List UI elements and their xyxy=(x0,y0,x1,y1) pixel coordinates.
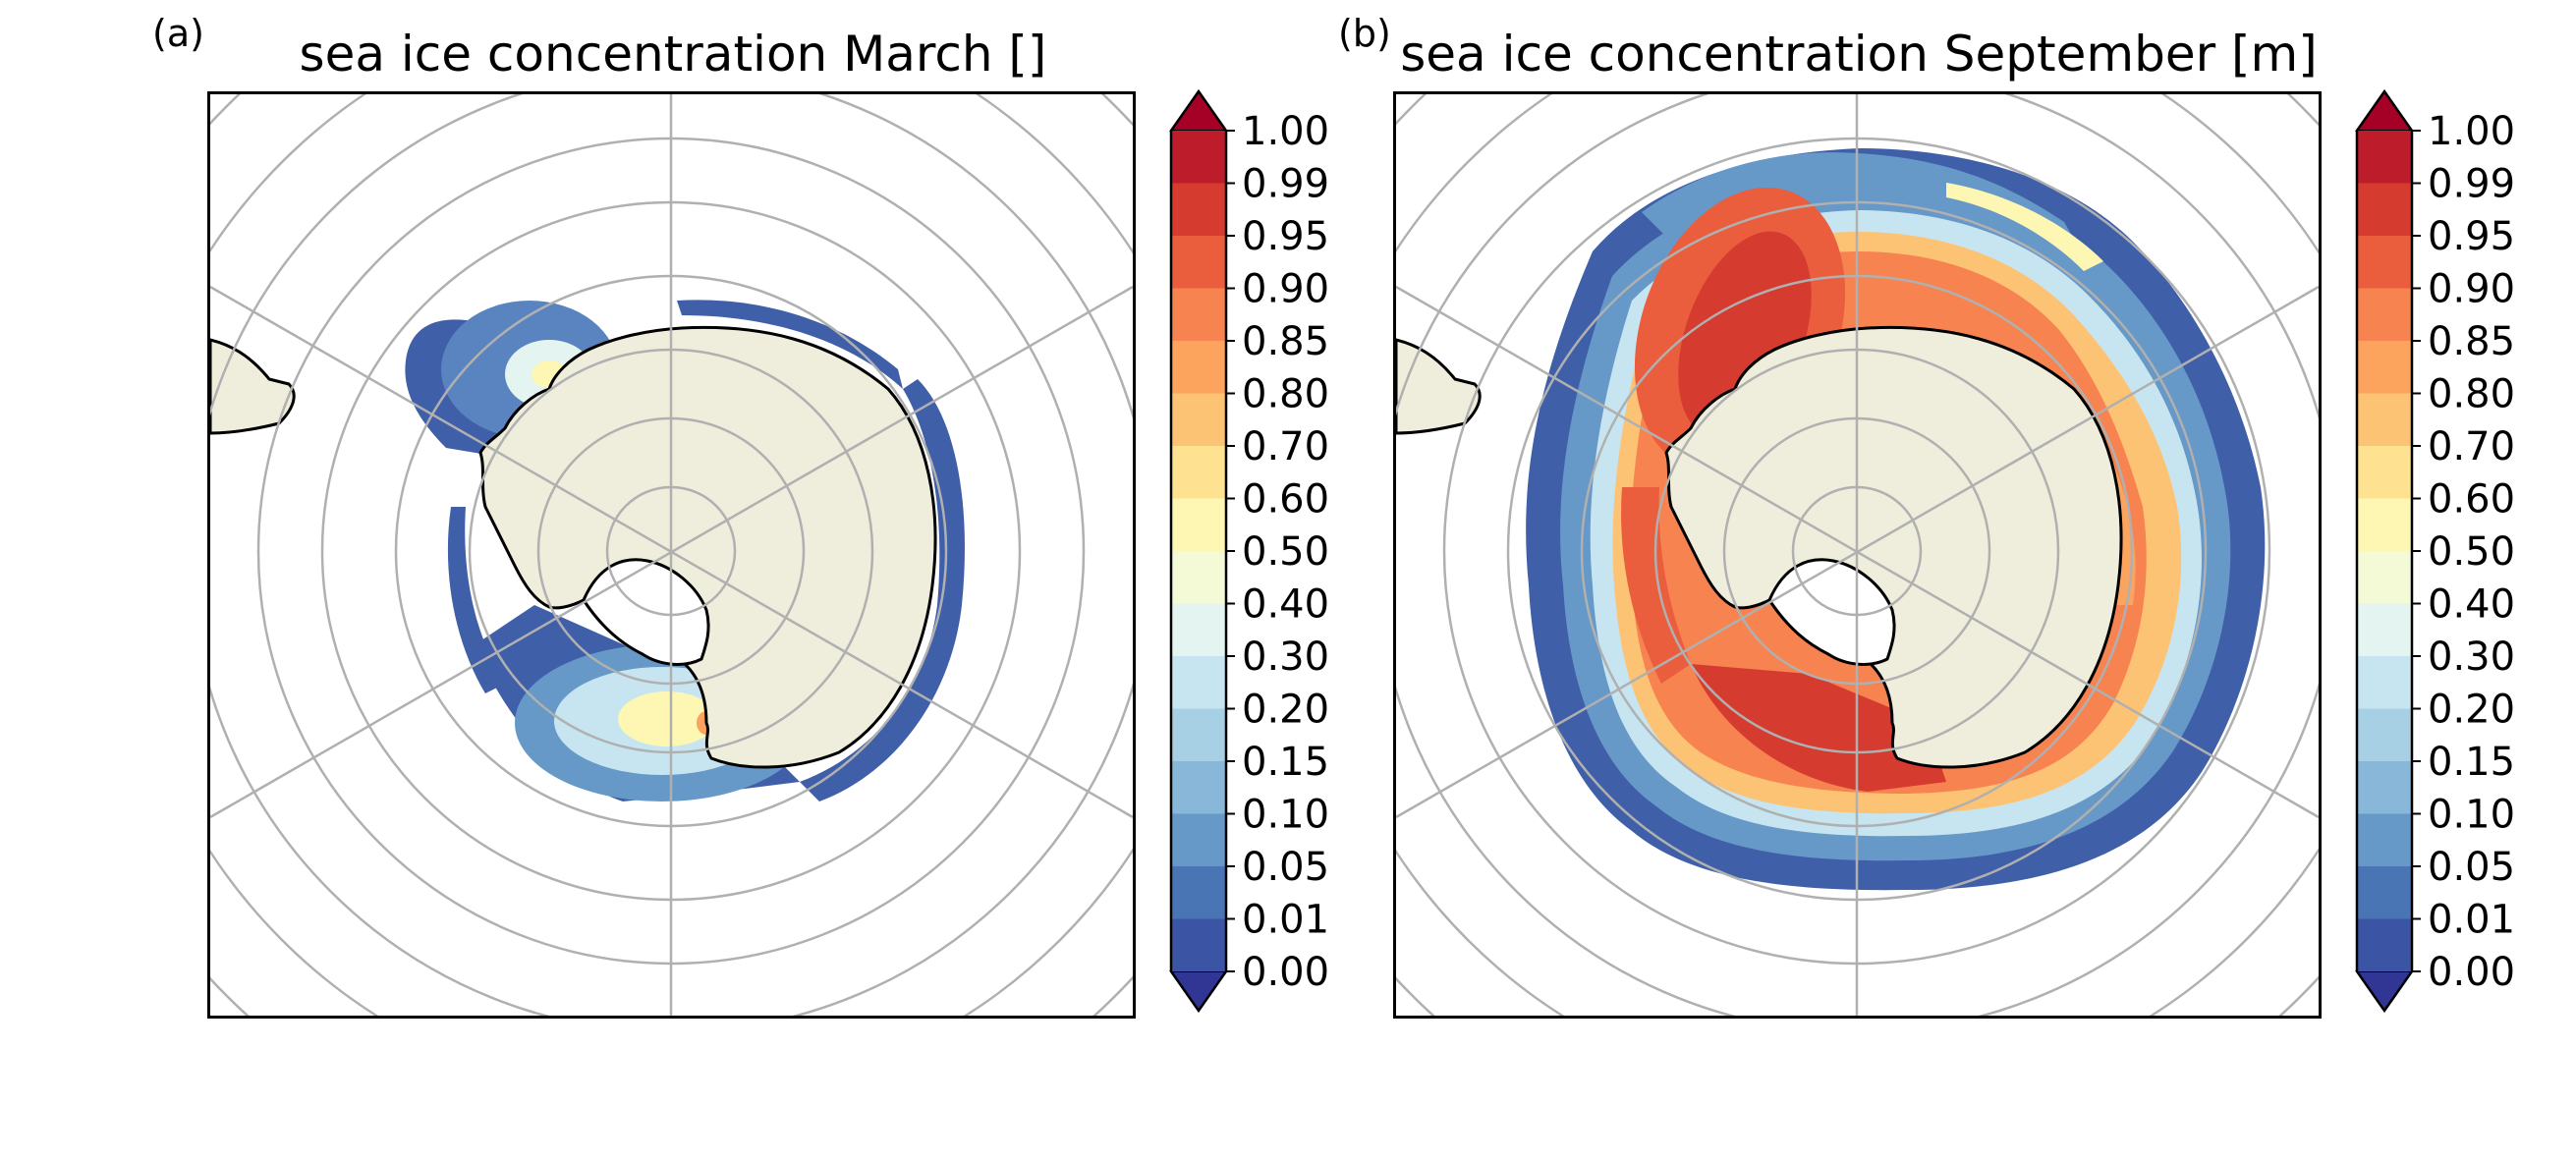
colorbar-segment xyxy=(2357,183,2412,236)
colorbar-tick-label: 0.80 xyxy=(1242,372,1329,417)
colorbar-tick-label: 0.85 xyxy=(1242,319,1329,364)
colorbar-segment xyxy=(1171,236,1226,289)
panel-b-label: (b) xyxy=(1338,12,1391,55)
map-panel-b xyxy=(1393,91,2322,1019)
colorbar-tick-label: 0.00 xyxy=(1242,950,1329,995)
colorbar-segment xyxy=(1171,498,1226,551)
colorbar-tick-label: 0.15 xyxy=(2428,740,2515,785)
colorbar-tick-label: 0.99 xyxy=(1242,162,1329,207)
colorbar-segment xyxy=(2357,656,2412,709)
colorbar-over-extend xyxy=(2355,89,2414,132)
colorbar-b: 0.00 0.01 0.05 0.10 0.15 0.20 0.30 0.40 0.50 0.60… xyxy=(2355,88,2515,1024)
graticule-a xyxy=(210,94,1133,1016)
colorbar-segment xyxy=(2357,236,2412,289)
colorbar-segment xyxy=(2357,813,2412,866)
colorbar-segment xyxy=(2357,603,2412,656)
colorbar-segment xyxy=(2357,866,2412,919)
colorbar-segment xyxy=(1171,551,1226,604)
colorbar-tick-label: 0.95 xyxy=(2428,214,2515,259)
colorbar-tick-label: 0.70 xyxy=(2428,424,2515,470)
colorbar-under-extend xyxy=(2355,970,2414,1013)
colorbar-segment xyxy=(1171,446,1226,499)
colorbar-tick-label: 0.01 xyxy=(2428,898,2515,943)
colorbar-segment xyxy=(2357,393,2412,446)
colorbar-tick-label: 0.40 xyxy=(2428,582,2515,628)
colorbar-segment xyxy=(2357,498,2412,551)
colorbar-tick-label: 0.85 xyxy=(2428,319,2515,364)
colorbar-segment xyxy=(1171,708,1226,761)
colorbar-tick-label: 0.90 xyxy=(2428,267,2515,312)
colorbar-tick-label: 0.90 xyxy=(1242,267,1329,312)
colorbar-tick-label: 0.20 xyxy=(2428,688,2515,733)
colorbar-tick-label: 0.00 xyxy=(2428,950,2515,995)
colorbar-segment xyxy=(1171,341,1226,394)
panel-a-title: sea ice concentration March [] xyxy=(299,26,1047,83)
colorbar-segment xyxy=(1171,183,1226,236)
colorbar-tick-label: 0.99 xyxy=(2428,162,2515,207)
colorbar-tick-label: 0.01 xyxy=(1242,898,1329,943)
colorbar-segment xyxy=(1171,393,1226,446)
colorbar-tick-label: 0.95 xyxy=(1242,214,1329,259)
panel-a-label: (a) xyxy=(152,12,204,55)
colorbar-segment xyxy=(1171,288,1226,341)
colorbar-segment xyxy=(1171,656,1226,709)
colorbar-tick-label: 0.30 xyxy=(1242,635,1329,680)
colorbar-tick-label: 0.10 xyxy=(1242,793,1329,838)
colorbar-under-extend xyxy=(1169,970,1228,1013)
colorbar-segment xyxy=(1171,603,1226,656)
colorbar-tick-label: 0.40 xyxy=(1242,582,1329,628)
colorbar-segment xyxy=(2357,131,2412,184)
colorbar-tick-label: 0.80 xyxy=(2428,372,2515,417)
colorbar-tick-label: 0.15 xyxy=(1242,740,1329,785)
colorbar-tick-label: 0.05 xyxy=(1242,845,1329,890)
colorbar-a: 0.00 0.01 0.05 0.10 0.15 0.20 0.30 0.40 0.50 0.60… xyxy=(1169,88,1329,1024)
colorbar-tick-label: 0.05 xyxy=(2428,845,2515,890)
graticule-b xyxy=(1396,94,2319,1016)
colorbar-segment xyxy=(1171,918,1226,971)
colorbar-segment xyxy=(2357,551,2412,604)
colorbar-segment xyxy=(1171,813,1226,866)
land-antarctica-a xyxy=(210,325,937,769)
colorbar-segment xyxy=(2357,341,2412,394)
panel-b-title: sea ice concentration September [m] xyxy=(1400,26,2318,83)
colorbar-tick-label: 0.50 xyxy=(2428,529,2515,575)
land-antarctica-b xyxy=(1396,325,2123,769)
colorbar-segment xyxy=(2357,918,2412,971)
colorbar-tick-label: 0.70 xyxy=(1242,424,1329,470)
colorbar-tick-label: 0.60 xyxy=(1242,477,1329,523)
colorbar-tick-label: 0.60 xyxy=(2428,477,2515,523)
colorbar-segment xyxy=(1171,866,1226,919)
colorbar-segment xyxy=(2357,288,2412,341)
colorbar-over-extend xyxy=(1169,89,1228,132)
colorbar-segment xyxy=(1171,131,1226,184)
colorbar-tick-label: 0.10 xyxy=(2428,793,2515,838)
colorbar-tick-label: 1.00 xyxy=(2428,109,2515,154)
colorbar-tick-label: 1.00 xyxy=(1242,109,1329,154)
map-panel-a xyxy=(207,91,1136,1019)
colorbar-segment xyxy=(2357,761,2412,814)
colorbar-tick-label: 0.30 xyxy=(2428,635,2515,680)
colorbar-tick-label: 0.20 xyxy=(1242,688,1329,733)
colorbar-segment xyxy=(2357,708,2412,761)
colorbar-segment xyxy=(1171,761,1226,814)
colorbar-tick-label: 0.50 xyxy=(1242,529,1329,575)
colorbar-segment xyxy=(2357,446,2412,499)
